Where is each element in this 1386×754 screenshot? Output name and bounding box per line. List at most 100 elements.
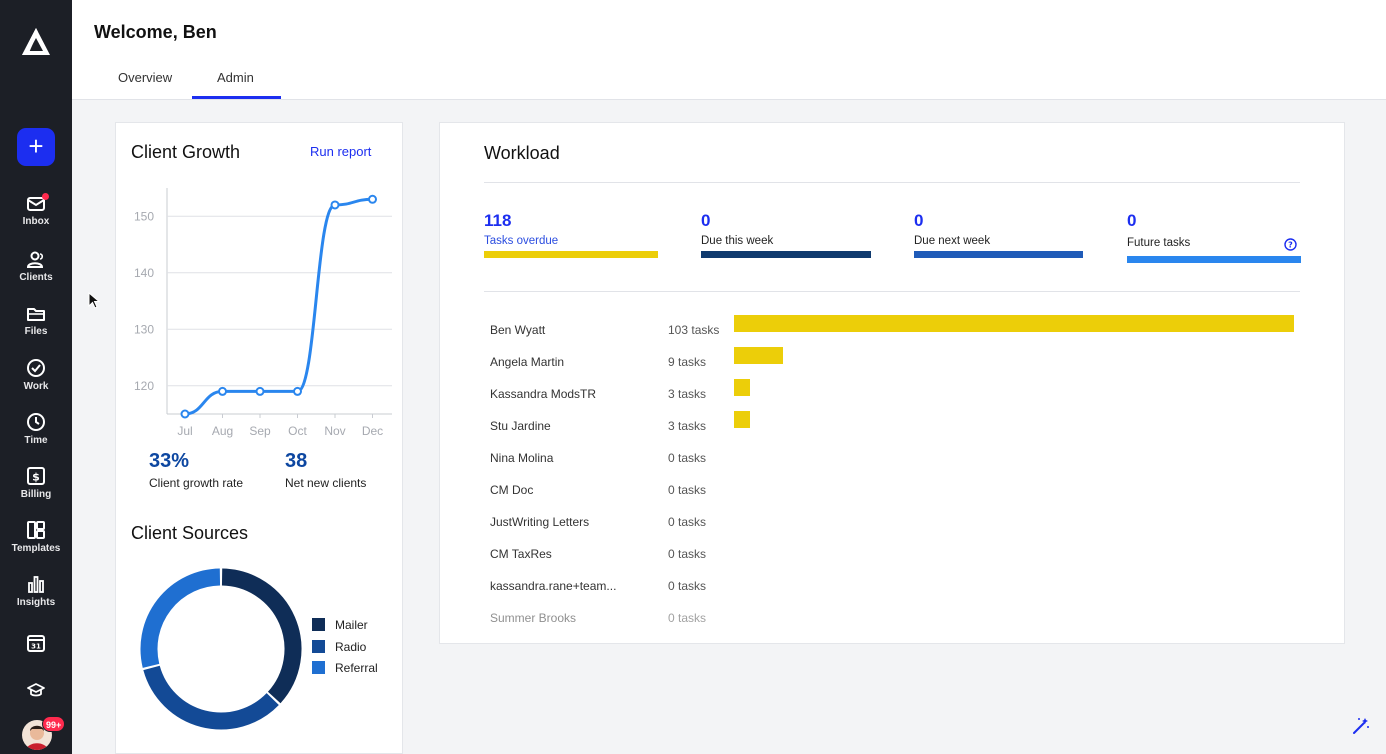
data-point[interactable] xyxy=(293,386,302,396)
sidebar-item-billing[interactable]: $ Billing xyxy=(0,466,72,500)
person-name: Summer Brooks xyxy=(490,611,577,625)
legend-swatch xyxy=(312,640,325,653)
metric-future-tasks[interactable]: 0 Future tasks xyxy=(1127,211,1190,249)
person-task-count: 0 tasks xyxy=(668,547,707,561)
magic-wand-icon[interactable] xyxy=(1351,716,1371,736)
metric-value: 0 xyxy=(1127,211,1137,230)
sidebar-item-label: Insights xyxy=(16,597,56,608)
svg-text:?: ? xyxy=(1288,241,1293,250)
workload-title: Workload xyxy=(484,143,560,163)
client-sources-donut xyxy=(140,568,302,730)
metric-label: Due this week xyxy=(701,235,774,247)
sidebar-item-work[interactable]: Work xyxy=(0,358,72,392)
svg-text:31: 31 xyxy=(31,643,41,651)
person-name: Angela Martin xyxy=(490,355,565,369)
metric-label: Future tasks xyxy=(1127,237,1191,249)
sidebar-item-label: Work xyxy=(23,381,49,392)
sidebar-item-time[interactable]: Time xyxy=(0,412,72,446)
page-header: Welcome, Ben Overview Admin xyxy=(72,0,1386,100)
client-growth-chart: 120 130 140 150 Jul Aug Sep Oct Nov Dec xyxy=(134,188,392,438)
workload-row[interactable]: kassandra.rane+team... 0 tasks xyxy=(490,579,1310,599)
metric-label: Due next week xyxy=(914,235,991,247)
workload-bar[interactable] xyxy=(734,347,783,364)
workload-row[interactable]: CM TaxRes 0 tasks xyxy=(490,547,1310,567)
workload-row[interactable]: CM Doc 0 tasks xyxy=(490,483,1310,503)
metric-label: Tasks overdue xyxy=(484,235,559,247)
legend-swatch xyxy=(312,661,325,674)
series-line xyxy=(184,197,373,416)
users-icon xyxy=(26,251,44,268)
help-icon[interactable]: ? xyxy=(1284,238,1297,251)
sidebar-item-inbox[interactable]: Inbox xyxy=(0,193,72,227)
legend-label: Referral xyxy=(335,661,378,675)
sidebar-item-calendar[interactable]: 31 xyxy=(0,633,72,653)
metric-bar-overdue xyxy=(484,251,658,258)
metric-due-next-week[interactable]: 0 Due next week xyxy=(914,211,990,247)
metric-bar-this-week xyxy=(701,251,871,258)
metric-due-this-week[interactable]: 0 Due this week xyxy=(701,211,773,247)
add-new-button[interactable]: + xyxy=(17,128,55,166)
growth-rate-label: Client growth rate xyxy=(149,476,244,490)
page-title: Welcome, Ben xyxy=(94,22,217,42)
x-tick-label: Nov xyxy=(324,424,345,438)
person-name: kassandra.rane+team... xyxy=(490,579,617,593)
data-point[interactable] xyxy=(255,386,265,396)
legend-item-radio: Radio xyxy=(312,640,366,654)
graduation-cap-icon xyxy=(27,683,45,697)
sidebar-item-clients[interactable]: Clients xyxy=(0,251,72,283)
client-sources-title: Client Sources xyxy=(131,523,249,543)
run-report-link[interactable]: Run report xyxy=(310,144,372,159)
tab-admin[interactable]: Admin xyxy=(217,70,254,85)
donut-slice-radio[interactable] xyxy=(143,665,279,730)
active-tab-indicator xyxy=(192,96,281,99)
sidebar-item-files[interactable]: Files xyxy=(0,305,72,337)
workload-row[interactable]: Ben Wyatt 103 tasks xyxy=(490,315,1310,343)
tab-overview[interactable]: Overview xyxy=(118,70,173,85)
donut-slice-mailer[interactable] xyxy=(221,568,302,704)
data-point[interactable] xyxy=(330,200,340,210)
svg-text:$: $ xyxy=(32,471,40,484)
person-task-count: 0 tasks xyxy=(668,483,707,497)
data-point[interactable] xyxy=(180,409,190,419)
workload-bar[interactable] xyxy=(734,411,751,428)
data-point[interactable] xyxy=(368,194,377,204)
workload-row[interactable]: Nina Molina 0 tasks xyxy=(490,451,1310,471)
person-task-count: 0 tasks xyxy=(668,451,707,465)
sidebar-item-label: Templates xyxy=(11,543,61,554)
legend-label: Mailer xyxy=(335,618,368,632)
notification-badge: 99+ xyxy=(42,716,66,732)
sidebar-item-insights[interactable]: Insights xyxy=(0,574,72,608)
person-task-count: 3 tasks xyxy=(668,419,707,433)
divider xyxy=(484,182,1300,183)
clock-icon xyxy=(27,413,45,431)
x-tick-label: Jul xyxy=(177,424,192,438)
app-logo-icon[interactable] xyxy=(20,26,52,58)
legend-item-mailer: Mailer xyxy=(312,618,368,632)
y-tick-label: 130 xyxy=(134,322,154,336)
x-tick-label: Sep xyxy=(249,424,271,438)
sidebar-item-label: Files xyxy=(24,326,48,337)
growth-rate-value: 33% xyxy=(149,450,190,472)
workload-bar[interactable] xyxy=(734,315,1294,332)
x-tick-label: Dec xyxy=(362,424,383,438)
metric-tasks-overdue[interactable]: 118 Tasks overdue xyxy=(484,211,558,247)
workload-bar[interactable] xyxy=(734,379,751,396)
workload-row[interactable]: JustWriting Letters 0 tasks xyxy=(490,515,1310,535)
metric-value: 118 xyxy=(484,211,512,230)
calendar-icon: 31 xyxy=(27,635,45,652)
workload-row[interactable]: Summer Brooks 0 tasks xyxy=(490,611,1310,631)
folder-icon xyxy=(27,308,45,321)
workload-row[interactable]: Stu Jardine 3 tasks xyxy=(490,411,1310,439)
workload-row[interactable]: Angela Martin 9 tasks xyxy=(490,347,1310,375)
data-point[interactable] xyxy=(218,386,227,396)
sidebar-item-templates[interactable]: Templates xyxy=(0,520,72,554)
sidebar: + Inbox Clients Files Work Time $ Billin… xyxy=(0,0,72,754)
sidebar-item-label: Time xyxy=(24,435,48,446)
person-task-count: 0 tasks xyxy=(668,611,707,625)
sidebar-item-label: Clients xyxy=(19,272,53,283)
sidebar-item-academy[interactable] xyxy=(0,680,72,700)
workload-row[interactable]: Kassandra ModsTR 3 tasks xyxy=(490,379,1310,407)
metric-value: 0 xyxy=(701,211,711,230)
donut-slice-referral[interactable] xyxy=(140,568,221,668)
person-name: Kassandra ModsTR xyxy=(490,387,597,401)
